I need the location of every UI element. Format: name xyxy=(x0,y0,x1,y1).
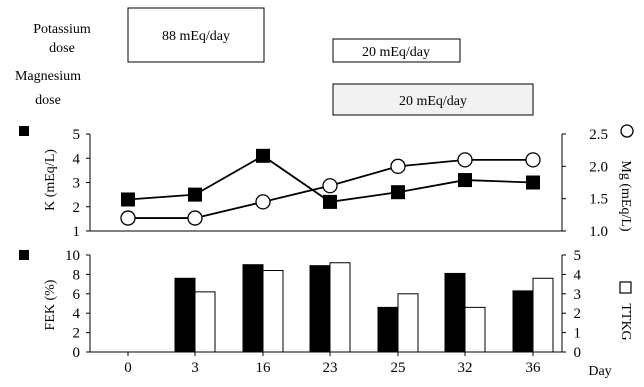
top-series-markers xyxy=(120,148,541,226)
mg-point xyxy=(120,210,136,226)
mg-point xyxy=(322,178,338,194)
top-left-tick-label: 4 xyxy=(73,151,81,167)
k-point xyxy=(188,187,202,202)
fek-bar xyxy=(377,306,399,353)
bottom-left-tick-label: 8 xyxy=(73,267,81,283)
bottom-right-tick-label: 0 xyxy=(574,345,582,361)
bottom-left-tick-labels: 0 2 4 6 8 10 xyxy=(65,248,90,361)
k-point xyxy=(391,185,405,200)
x-axis-label: Day xyxy=(588,364,611,379)
fek-bar xyxy=(444,272,466,353)
k-point xyxy=(121,192,135,207)
x-tick-label: 32 xyxy=(458,360,473,376)
bottom-left-tick-label: 0 xyxy=(73,345,81,361)
x-tick-label: 0 xyxy=(124,360,132,376)
mg-point xyxy=(525,152,541,168)
k-legend-square-icon xyxy=(19,126,29,136)
ttkg-bar xyxy=(397,293,419,353)
fek-bar xyxy=(309,265,331,353)
k-point xyxy=(256,148,270,163)
bottom-series-bars xyxy=(174,262,554,353)
ttkg-legend-square-icon xyxy=(619,281,632,294)
potassium-dose-label-1: 88 mEq/day xyxy=(162,29,230,44)
bottom-left-tick-label: 2 xyxy=(73,326,81,342)
top-right-tick-label: 1.5 xyxy=(589,192,608,208)
k-point xyxy=(458,173,472,188)
bottom-left-tick-label: 6 xyxy=(73,287,81,303)
top-left-tick-label: 2 xyxy=(73,200,81,216)
bottom-left-tick-label: 4 xyxy=(73,306,81,322)
potassium-dose-box-2 xyxy=(332,38,461,63)
ttkg-bar xyxy=(194,291,216,353)
mg-point xyxy=(187,210,203,226)
k-axis-label: K (mEq/L) xyxy=(43,149,58,211)
x-tick-labels: 0 3 16 23 25 32 36 xyxy=(124,352,541,376)
mg-point xyxy=(457,152,473,168)
bottom-right-tick-label: 5 xyxy=(574,248,582,264)
x-tick-label: 23 xyxy=(323,360,338,376)
magnesium-dose-label: 20 mEq/day xyxy=(399,94,467,109)
magnesium-label-line2: dose xyxy=(35,93,61,108)
fek-bar xyxy=(242,264,264,353)
ttkg-bar xyxy=(329,262,351,353)
ttkg-axis-label: TTKG xyxy=(618,303,633,340)
potassium-label-line2: dose xyxy=(49,41,75,56)
k-point xyxy=(323,194,337,209)
ttkg-bar xyxy=(262,270,284,353)
magnesium-label-line1: Magnesium xyxy=(15,69,81,84)
dose-header: Potassium dose Magnesium dose 88 mEq/day… xyxy=(15,7,534,116)
magnesium-dose-box xyxy=(332,83,534,116)
top-right-tick-label: 2.0 xyxy=(589,159,608,175)
bottom-left-tick-label: 10 xyxy=(65,248,80,264)
mg-point xyxy=(390,158,406,174)
top-left-tick-labels: 1 2 3 4 5 xyxy=(73,127,90,240)
ttkg-bar xyxy=(532,277,554,353)
top-left-tick-label: 5 xyxy=(73,127,81,143)
mg-axis-label: Mg (mEq/L) xyxy=(618,160,633,231)
mg-legend-circle-icon xyxy=(620,124,634,138)
top-right-tick-label: 1.0 xyxy=(589,224,608,240)
x-tick-label: 25 xyxy=(391,360,406,376)
bottom-right-tick-label: 2 xyxy=(574,306,582,322)
bottom-right-tick-label: 1 xyxy=(574,326,582,342)
bottom-right-tick-labels: 0 1 2 3 4 5 xyxy=(562,248,582,361)
fek-axis-label: FEK (%) xyxy=(43,279,58,330)
top-left-tick-label: 3 xyxy=(73,176,81,192)
fek-bar xyxy=(512,290,534,353)
bottom-right-tick-label: 4 xyxy=(574,267,582,283)
x-tick-label: 3 xyxy=(191,360,199,376)
potassium-label-line1: Potassium xyxy=(33,22,91,37)
fek-legend-square-icon xyxy=(19,250,29,260)
top-panel-k-mg: 1 2 3 4 5 1.0 1.5 2.0 2.5 K (mEq/L) Mg (mEq/L) xyxy=(19,124,634,240)
bottom-right-tick-label: 3 xyxy=(574,287,582,303)
top-left-tick-label: 1 xyxy=(73,224,81,240)
potassium-dose-label-2: 20 mEq/day xyxy=(362,45,430,60)
mg-point xyxy=(255,194,271,210)
x-tick-label: 36 xyxy=(526,360,542,376)
potassium-dose-box-1 xyxy=(127,7,265,63)
x-tick-label: 16 xyxy=(256,360,272,376)
ttkg-bar xyxy=(464,306,486,353)
top-right-tick-label: 2.5 xyxy=(589,127,608,143)
fek-bar xyxy=(174,277,196,353)
top-right-tick-labels: 1.0 1.5 2.0 2.5 xyxy=(562,127,608,240)
k-point xyxy=(526,175,540,190)
